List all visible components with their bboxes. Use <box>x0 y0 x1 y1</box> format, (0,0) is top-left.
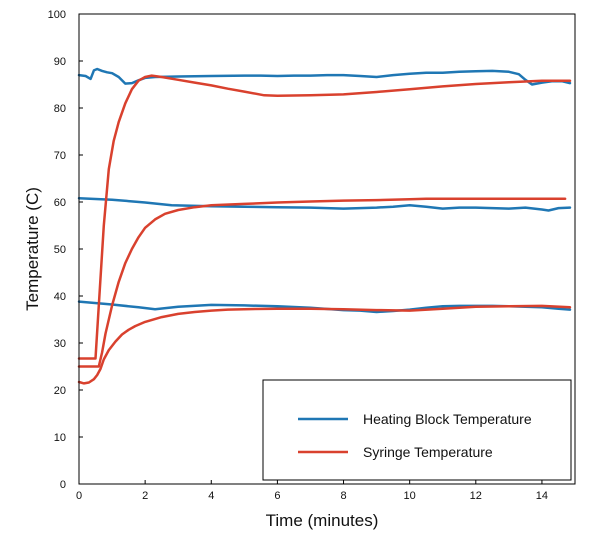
x-tick-label: 12 <box>470 490 482 502</box>
x-tick-label: 4 <box>208 490 214 502</box>
series-line-syringe-temperature-high <box>77 74 572 360</box>
y-tick-label: 40 <box>54 291 66 303</box>
x-tick-label: 10 <box>404 490 416 502</box>
y-tick-label: 70 <box>54 150 66 162</box>
series-line-syringe-temperature-mid <box>77 197 567 368</box>
y-tick-label: 30 <box>54 338 66 350</box>
x-tick-label: 0 <box>76 490 82 502</box>
legend-label-heating-block: Heating Block Temperature <box>363 411 532 427</box>
legend-label-syringe: Syringe Temperature <box>363 444 493 460</box>
x-tick-label: 8 <box>340 490 346 502</box>
y-tick-label: 60 <box>54 197 66 209</box>
legend: Heating Block Temperature Syringe Temper… <box>262 379 572 481</box>
y-tick-label: 50 <box>54 244 66 256</box>
y-tick-label: 0 <box>60 479 66 491</box>
y-axis-label: Temperature (C) <box>23 187 42 311</box>
x-axis-label: Time (minutes) <box>266 511 379 530</box>
y-tick-label: 100 <box>48 9 66 21</box>
y-tick-label: 90 <box>54 56 66 68</box>
ticks-layer: 0 2 4 6 8 10 12 14 0 10 20 30 40 50 60 70 80 90 100 <box>48 9 548 502</box>
legend-box <box>262 379 572 481</box>
x-tick-label: 2 <box>142 490 148 502</box>
x-tick-label: 14 <box>536 490 548 502</box>
y-tick-label: 80 <box>54 103 66 115</box>
x-tick-label: 6 <box>274 490 280 502</box>
series-line-heating-block-temperature-high <box>77 67 572 86</box>
y-tick-label: 20 <box>54 385 66 397</box>
y-tick-label: 10 <box>54 432 66 444</box>
series-line-syringe-temperature-low <box>77 304 572 385</box>
series-layer <box>77 67 572 385</box>
